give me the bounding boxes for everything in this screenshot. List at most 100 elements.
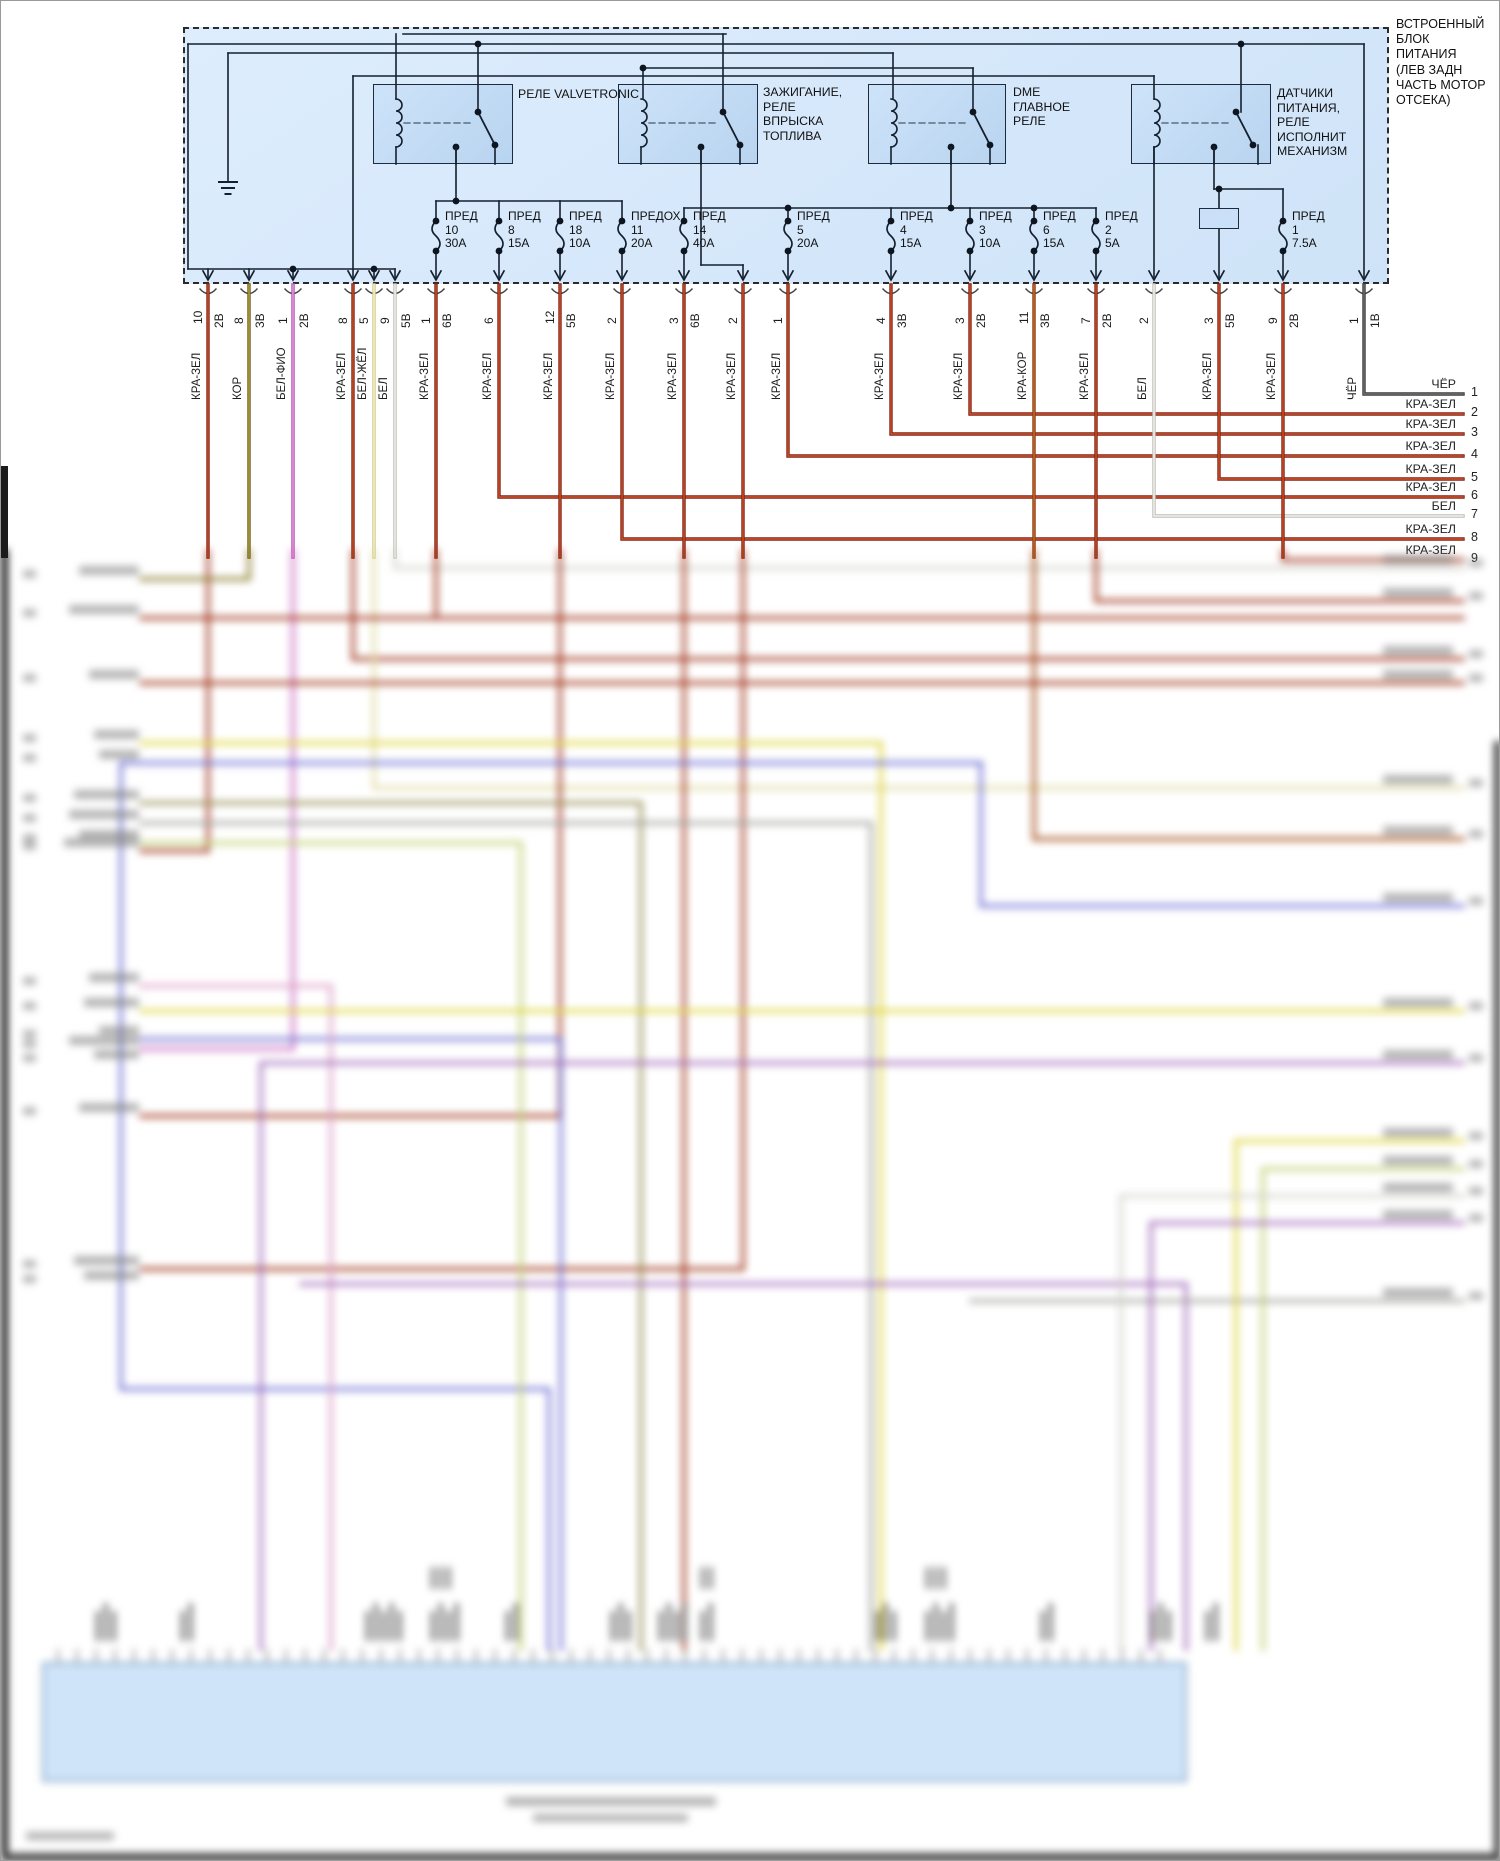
output-color-label: КРА-ЗЕЛ [1405, 439, 1456, 453]
blurred-pin-label [709, 1567, 713, 1589]
blurred-left-number [23, 794, 36, 802]
block-title: ВСТРОЕННЫЙ БЛОК ПИТАНИЯ (ЛЕВ ЗАДН ЧАСТЬ … [1396, 17, 1486, 108]
wire-blue [119, 761, 983, 1651]
blurred-left-number [23, 1260, 36, 1268]
blurred-pin-label [934, 1567, 938, 1589]
relay-label-sensors-actuators: ДАТЧИКИ ПИТАНИЯ, РЕЛЕ ИСПОЛНИТ МЕХАНИЗМ [1277, 86, 1348, 158]
blurred-right-label [1383, 646, 1453, 655]
blurred-right-label [1383, 998, 1453, 1007]
blurred-left-number [23, 1040, 36, 1048]
fuse-label: ПРЕД 18 10A [569, 209, 631, 251]
fuse-label-line: ПРЕД [569, 209, 602, 223]
blurred-pin-label [514, 1603, 518, 1641]
blurred-pin-label [398, 1611, 402, 1641]
blurred-pin-label [104, 1603, 108, 1641]
blurred-right-number [1469, 1054, 1483, 1062]
fuse-label-line: 18 [569, 222, 583, 237]
blurred-right-label [1383, 826, 1453, 835]
wire-core-kra_zel [140, 550, 561, 1117]
blurred-pin-label [926, 1567, 930, 1589]
blurred-pin-label [659, 1611, 663, 1641]
relay-label-ignition-injection: ЗАЖИГАНИЕ, РЕЛЕ ВПРЫСКА ТОПЛИВА [763, 85, 843, 143]
output-color-label: БЕЛ [1431, 499, 1456, 513]
wire-blue [139, 1037, 563, 1651]
wire-bel [393, 549, 1465, 570]
fuse-label-line: 6 [1043, 222, 1050, 237]
blurred-left-number [23, 609, 36, 617]
fuse-label-line: ПРЕД [1043, 209, 1076, 223]
blurred-left-label [74, 790, 139, 799]
output-number: 4 [1471, 447, 1478, 461]
blurred-right-number [1469, 779, 1483, 787]
fuse-label-line: 1 [1292, 222, 1299, 237]
blurred-right-label [1383, 588, 1453, 597]
blurred-pin-label [701, 1567, 705, 1589]
blurred-pin-label [189, 1603, 193, 1641]
blurred-caption-line [506, 1797, 716, 1806]
blurred-pin-label [96, 1611, 100, 1641]
wire-purple [259, 1061, 1465, 1651]
wire-pink [139, 984, 333, 1651]
blurred-right-number [1469, 592, 1483, 600]
fuse-label: ПРЕД 8 15A [508, 209, 570, 251]
blurred-pin-label [382, 1611, 386, 1641]
blurred-pin-label [611, 1611, 615, 1641]
blurred-left-number [23, 834, 36, 842]
bottom-connector [42, 1662, 1187, 1782]
blurred-pin-label [701, 1611, 705, 1641]
wire-core-pink [140, 985, 332, 1650]
fuse-label-line: ПРЕД [900, 209, 933, 223]
blurred-left-number [23, 674, 36, 682]
blurred-right-label [1383, 1156, 1453, 1165]
wire-core-palegreen [1262, 1168, 1464, 1650]
fuse-label-line: ПРЕД [797, 209, 830, 223]
blurred-left-number [23, 1054, 36, 1062]
wire-palegreen [139, 841, 523, 1651]
fuse-label-line: 5A [1105, 236, 1120, 250]
blurred-right-label [1383, 893, 1453, 902]
wire-kra_zel [139, 549, 745, 1271]
fuse-label-line: 3 [979, 222, 986, 237]
blurred-watermark [26, 1832, 114, 1840]
blurred-left-label [99, 750, 139, 759]
blurred-left-label [84, 1271, 139, 1280]
fuse-label-line: 40A [693, 236, 715, 250]
output-color-label: КРА-ЗЕЛ [1405, 522, 1456, 536]
fuse-label-line: ПРЕДОХ [631, 209, 681, 223]
blurred-pin-label [431, 1611, 435, 1641]
fuse-label: ПРЕД 14 40A [693, 209, 755, 251]
blurred-pin-label [892, 1611, 896, 1641]
blurred-right-label [1383, 1128, 1453, 1137]
blurred-right-label [1383, 1210, 1453, 1219]
blurred-left-number [23, 754, 36, 762]
relay-label-valvetronic: РЕЛЕ VALVETRONIC [518, 87, 640, 101]
fuse-label: ПРЕД 1 7.5A [1292, 209, 1354, 251]
blurred-left-number [23, 1002, 36, 1010]
blurred-pin-label [709, 1603, 713, 1641]
blurred-left-label [69, 1036, 139, 1045]
fuse-label-line: 15A [900, 236, 922, 250]
blurred-right-label [1383, 1183, 1453, 1192]
fuse-label-line: ПРЕД [445, 209, 478, 223]
blurred-left-label [74, 1256, 139, 1265]
wire-palegreen [1261, 1167, 1465, 1651]
wire-core-palegreen [140, 842, 522, 1650]
blurred-left-number [23, 842, 36, 850]
fuse-label-line: 15A [1043, 236, 1065, 250]
blurred-left-label [94, 730, 139, 739]
fuse-label-line: 8 [508, 222, 515, 237]
wire-core-bel [394, 550, 1464, 569]
wire-gray [139, 821, 873, 1651]
blurred-left-number [23, 814, 36, 822]
blurred-left-label [84, 998, 139, 1007]
wire-core-kra_zel [435, 550, 1464, 619]
fuse-label-line: ПРЕД [979, 209, 1012, 223]
blurred-pin-label [366, 1611, 370, 1641]
blurred-pin-label [455, 1603, 459, 1641]
output-color-label: КРА-ЗЕЛ [1405, 462, 1456, 476]
blurred-left-label [89, 973, 139, 982]
blurred-pin-label [1159, 1603, 1163, 1641]
fuse-label-line: 20A [631, 236, 653, 250]
blurred-left-label [64, 838, 139, 847]
